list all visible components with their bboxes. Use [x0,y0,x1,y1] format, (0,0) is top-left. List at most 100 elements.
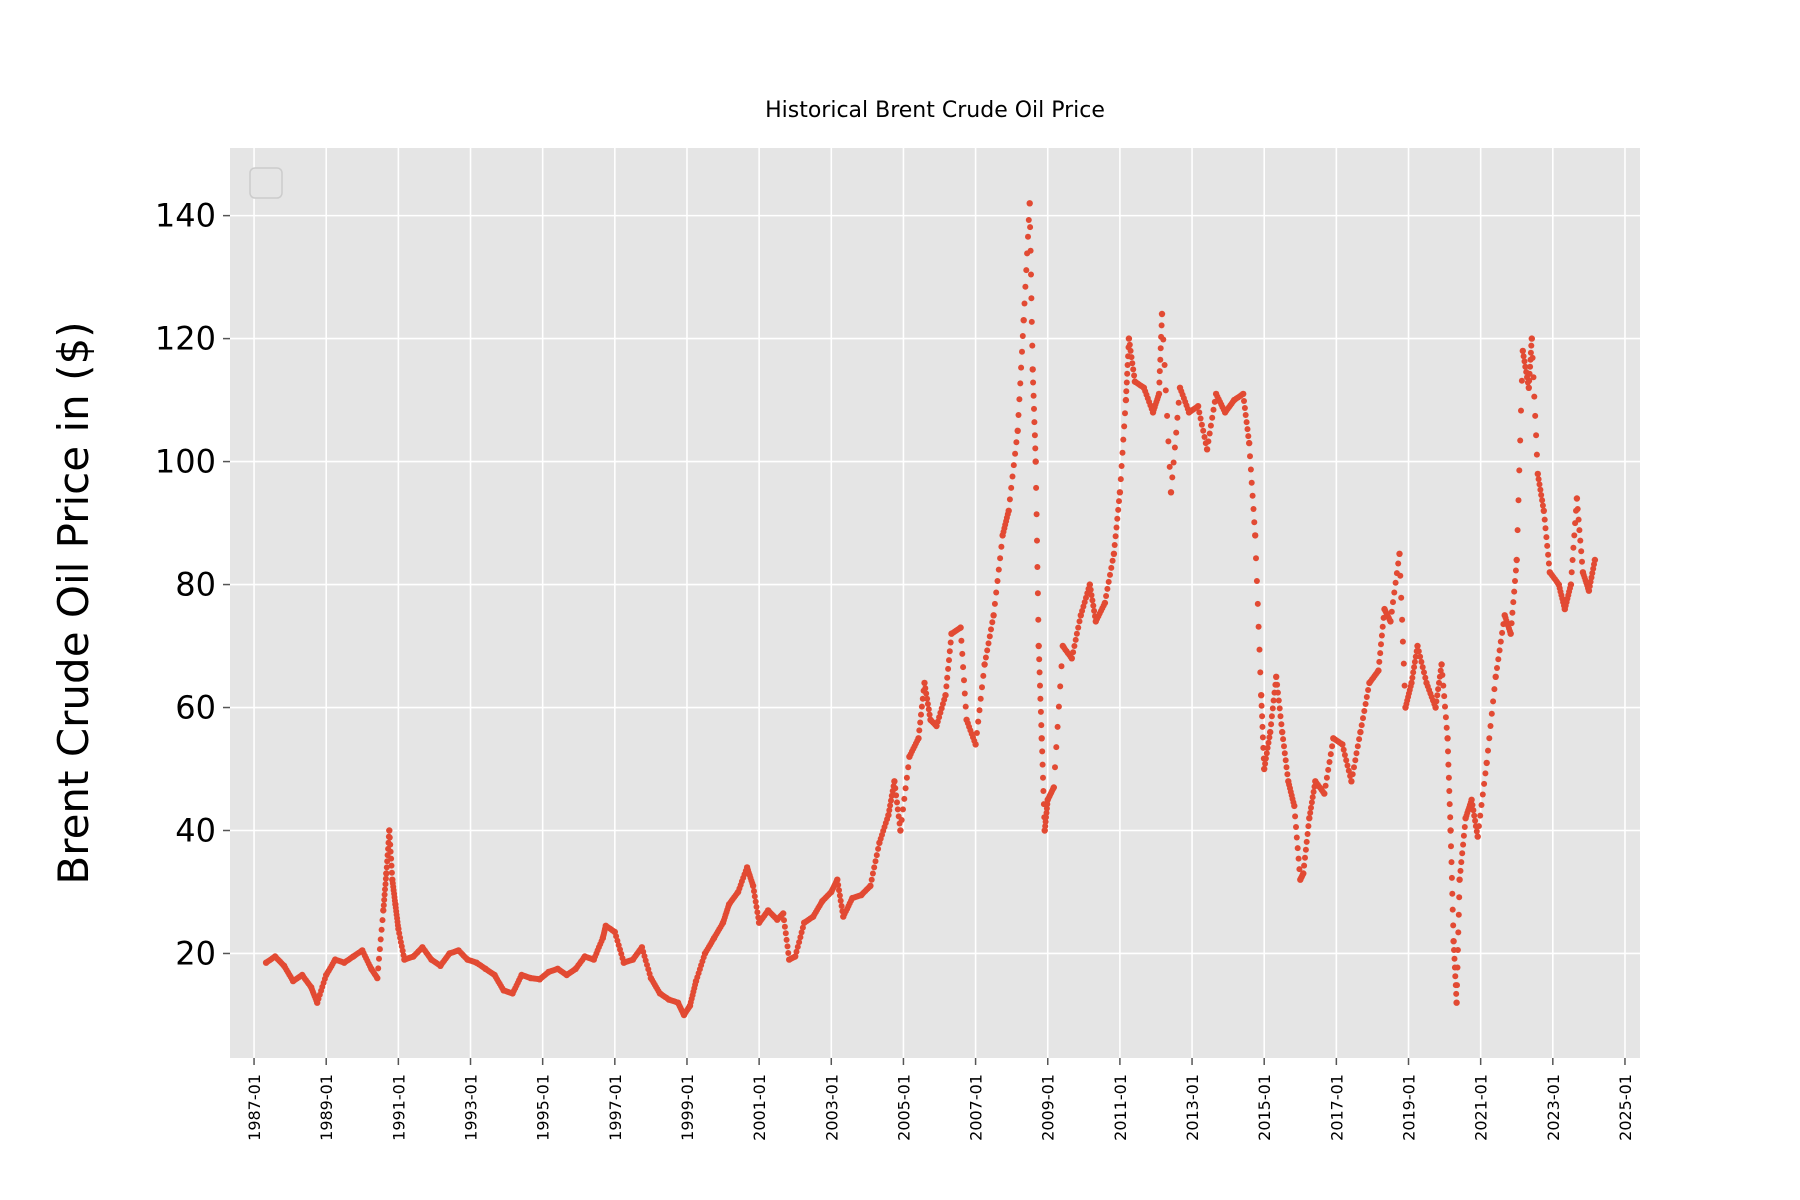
price-point [1169,474,1176,481]
price-point [1471,812,1478,819]
price-point [1194,403,1202,410]
price-point [1460,832,1467,839]
price-point [1265,739,1272,746]
price-point [891,778,898,785]
price-point [1539,502,1546,509]
price-point [1113,524,1120,531]
price-point [977,695,984,702]
price-point [1488,710,1495,717]
price-point [1293,834,1300,841]
price-point [1019,348,1025,355]
price-point [1411,664,1418,671]
price-point [381,891,388,898]
price-point [1521,358,1528,365]
price-point [989,619,996,626]
price-point [1073,630,1080,637]
price-point [1031,405,1037,412]
price-point [1019,333,1026,339]
price-point [1441,693,1448,700]
price-point [1533,451,1540,458]
price-point [1339,741,1346,748]
price-point [380,902,387,909]
price-point [1280,736,1287,743]
price-point [1259,723,1266,730]
price-point [837,897,844,904]
price-point [1210,406,1217,413]
chart-title: Historical Brent Crude Oil Price [765,98,1105,123]
price-point [1579,558,1585,565]
price-point [1520,353,1527,360]
price-point [1376,658,1383,665]
price-point [1206,430,1213,437]
price-point [388,869,395,876]
price-point [916,727,923,734]
price-point [1043,805,1050,812]
price-point [1155,390,1163,398]
price-point [1475,823,1482,830]
x-tick-label: 2001-01 [750,1074,769,1141]
price-point [1472,817,1479,824]
price-point [922,685,929,692]
price-point [1468,796,1475,803]
price-point [1512,578,1518,584]
y-tick-label: 140 [155,197,216,235]
price-point [1391,589,1398,596]
x-tick-label: 2003-01 [822,1074,841,1141]
price-point [871,864,878,871]
price-point [961,677,967,684]
price-point [1518,377,1525,384]
price-point [1456,894,1463,901]
price-point [1513,556,1520,564]
price-point [1363,694,1370,700]
price-point [1025,233,1031,240]
price-point [1123,379,1130,386]
price-point [1399,638,1406,645]
price-point [1034,564,1041,570]
price-point [1470,807,1477,814]
price-point [382,881,389,888]
price-point [1436,679,1442,686]
price-point [794,943,801,950]
price-point [886,807,893,814]
price-point [1478,802,1485,808]
price-point [1264,744,1271,751]
price-point [1270,697,1277,704]
price-point [1016,396,1023,403]
price-point [1543,534,1550,541]
price-point [749,882,757,889]
price-point [897,827,904,834]
price-point [1496,647,1503,654]
price-point [1277,713,1284,720]
price-point [1088,592,1095,599]
price-point [1256,646,1263,653]
price-point [1166,463,1173,470]
price-point [1259,734,1266,741]
price-point [1309,794,1316,801]
price-point [919,695,926,702]
price-point [1266,734,1273,741]
price-point [1411,658,1418,665]
price-point [1362,701,1369,707]
price-point [1043,809,1050,816]
price-point [1103,593,1110,599]
price-point [985,640,992,647]
price-point [1568,569,1575,576]
price-point [1040,774,1046,781]
price-point [1291,802,1298,810]
price-point [1528,335,1536,342]
price-point [1130,366,1137,373]
price-point [921,679,928,687]
price-point [1255,623,1262,630]
x-tick-label: 1989-01 [317,1074,336,1141]
price-point [1516,467,1523,474]
legend-box [249,167,283,199]
price-point [376,946,383,953]
price-point [1499,629,1506,636]
price-point [1486,735,1493,742]
price-point [1452,973,1459,980]
price-point [1326,759,1333,765]
price-point [1090,602,1097,609]
price-point [958,637,965,644]
price-point [1033,511,1040,518]
